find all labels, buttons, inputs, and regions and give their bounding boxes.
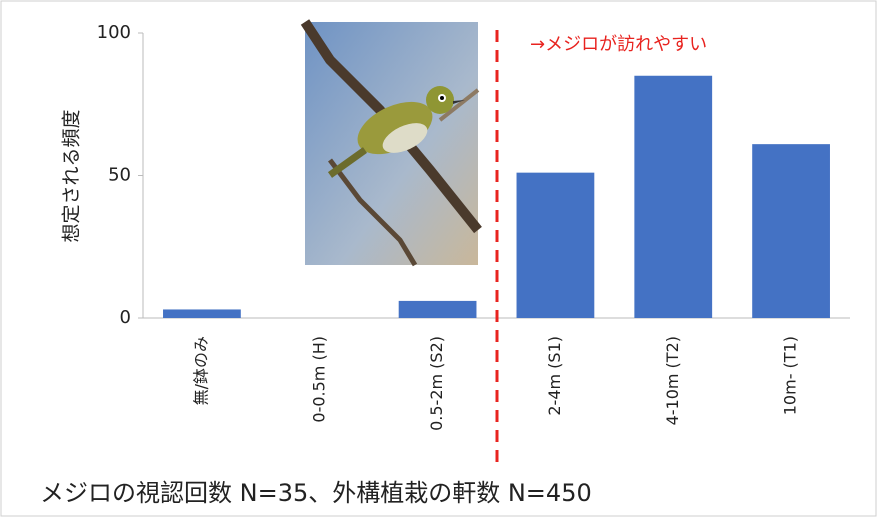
y-tick-label: 0: [120, 307, 131, 328]
bar: [398, 300, 477, 318]
bar: [752, 144, 830, 318]
bird-photo: [300, 19, 482, 267]
x-tick-label: 0.5-2m (S2): [427, 336, 446, 431]
y-axis-label: 想定される頻度: [61, 109, 83, 242]
x-tick-label: 0-0.5m (H): [309, 336, 328, 423]
x-tick-label: 10m- (T1): [781, 336, 800, 415]
x-tick-label: 4-10m (T2): [663, 336, 682, 425]
y-tick-label: 100: [97, 22, 131, 43]
x-tick-label: 無/鉢のみ: [191, 336, 210, 405]
bar: [163, 309, 241, 318]
y-tick-label: 50: [108, 165, 131, 186]
bar: [516, 172, 595, 318]
footnote: メジロの視認回数 N=35、外構植栽の軒数 N=450: [40, 479, 592, 507]
bar: [634, 75, 713, 318]
x-tick-label: 2-4m (S1): [545, 336, 564, 416]
annotation: →メジロが訪れやすい: [530, 34, 707, 55]
